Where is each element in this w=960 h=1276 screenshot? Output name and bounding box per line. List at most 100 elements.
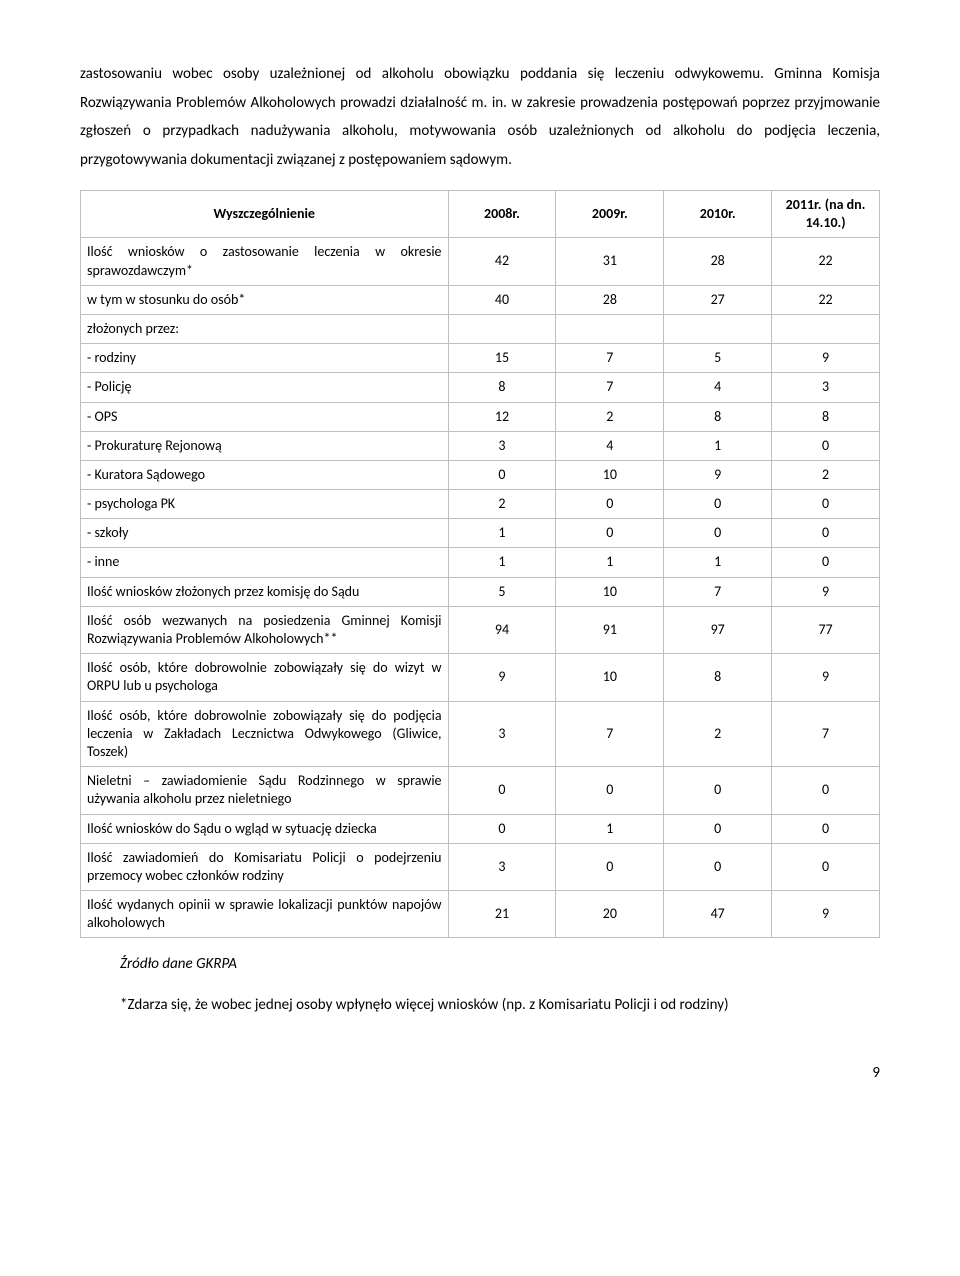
row-label: Ilość wniosków złożonych przez komisję d…: [81, 577, 449, 606]
row-label: Ilość osób, które dobrowolnie zobowiązał…: [81, 701, 449, 767]
row-value: 0: [556, 767, 664, 814]
row-value: 15: [448, 344, 556, 373]
row-label: złożonych przez:: [81, 314, 449, 343]
row-value: 3: [448, 701, 556, 767]
row-value: 47: [664, 891, 772, 938]
th-2011: 2011r. (na dn. 14.10.): [772, 191, 880, 238]
table-row: - Policję8743: [81, 373, 880, 402]
row-label: Ilość zawiadomień do Komisariatu Policji…: [81, 843, 449, 890]
row-label: - Policję: [81, 373, 449, 402]
row-value: 2: [664, 701, 772, 767]
row-label: - rodziny: [81, 344, 449, 373]
row-value: 0: [448, 767, 556, 814]
row-label: - psychologa PK: [81, 490, 449, 519]
row-value: 0: [556, 519, 664, 548]
row-value: 0: [772, 548, 880, 577]
table-row: Ilość wniosków złożonych przez komisję d…: [81, 577, 880, 606]
row-value: 40: [448, 285, 556, 314]
table-row: - Kuratora Sądowego01092: [81, 460, 880, 489]
row-label: Nieletni – zawiadomienie Sądu Rodzinnego…: [81, 767, 449, 814]
row-value: 10: [556, 654, 664, 701]
row-value: 0: [772, 843, 880, 890]
row-value: 3: [772, 373, 880, 402]
row-value: 91: [556, 606, 664, 653]
table-row: - OPS12288: [81, 402, 880, 431]
table-row: w tym w stosunku do osób*40282722: [81, 285, 880, 314]
row-value: [448, 314, 556, 343]
footnote: *Zdarza się, że wobec jednej osoby wpłyn…: [120, 991, 880, 1020]
row-value: 0: [664, 843, 772, 890]
row-value: 0: [448, 460, 556, 489]
row-value: 1: [664, 548, 772, 577]
row-value: 10: [556, 460, 664, 489]
row-value: 9: [772, 577, 880, 606]
row-value: 0: [772, 431, 880, 460]
row-label: Ilość wniosków o zastosowanie leczenia w…: [81, 238, 449, 285]
row-value: 9: [772, 344, 880, 373]
row-value: 22: [772, 285, 880, 314]
data-table: Wyszczególnienie 2008r. 2009r. 2010r. 20…: [80, 190, 880, 938]
row-value: 1: [664, 431, 772, 460]
row-value: 28: [556, 285, 664, 314]
table-row: Nieletni – zawiadomienie Sądu Rodzinnego…: [81, 767, 880, 814]
row-value: 27: [664, 285, 772, 314]
row-label: Ilość wydanych opinii w sprawie lokaliza…: [81, 891, 449, 938]
row-value: 9: [448, 654, 556, 701]
table-row: - psychologa PK2000: [81, 490, 880, 519]
row-value: 0: [448, 814, 556, 843]
row-value: 1: [556, 548, 664, 577]
table-row: Ilość wydanych opinii w sprawie lokaliza…: [81, 891, 880, 938]
table-row: Ilość osób, które dobrowolnie zobowiązał…: [81, 654, 880, 701]
row-value: 0: [664, 519, 772, 548]
row-value: 3: [448, 431, 556, 460]
row-value: 7: [556, 701, 664, 767]
row-value: 9: [664, 460, 772, 489]
table-row: - inne1110: [81, 548, 880, 577]
table-row: Ilość osób wezwanych na posiedzenia Gmin…: [81, 606, 880, 653]
row-value: 97: [664, 606, 772, 653]
row-value: 0: [664, 814, 772, 843]
row-value: 5: [448, 577, 556, 606]
row-value: 0: [772, 767, 880, 814]
row-value: 4: [664, 373, 772, 402]
row-label: Ilość wniosków do Sądu o wgląd w sytuacj…: [81, 814, 449, 843]
row-value: 7: [772, 701, 880, 767]
row-label: w tym w stosunku do osób*: [81, 285, 449, 314]
th-2009: 2009r.: [556, 191, 664, 238]
row-value: 8: [772, 402, 880, 431]
row-value: 22: [772, 238, 880, 285]
row-label: - Prokuraturę Rejonową: [81, 431, 449, 460]
row-label: - inne: [81, 548, 449, 577]
row-value: 8: [664, 654, 772, 701]
row-value: 0: [556, 490, 664, 519]
th-2010: 2010r.: [664, 191, 772, 238]
table-row: Ilość wniosków do Sądu o wgląd w sytuacj…: [81, 814, 880, 843]
th-2008: 2008r.: [448, 191, 556, 238]
row-value: 77: [772, 606, 880, 653]
row-value: 5: [664, 344, 772, 373]
row-label: Ilość osób, które dobrowolnie zobowiązał…: [81, 654, 449, 701]
row-value: 0: [772, 814, 880, 843]
row-value: 0: [664, 767, 772, 814]
row-value: [772, 314, 880, 343]
row-value: [556, 314, 664, 343]
row-value: 20: [556, 891, 664, 938]
row-label: - OPS: [81, 402, 449, 431]
table-row: - Prokuraturę Rejonową3410: [81, 431, 880, 460]
row-value: [664, 314, 772, 343]
row-value: 1: [556, 814, 664, 843]
table-row: Ilość zawiadomień do Komisariatu Policji…: [81, 843, 880, 890]
row-value: 1: [448, 519, 556, 548]
row-value: 28: [664, 238, 772, 285]
row-value: 9: [772, 654, 880, 701]
table-row: - szkoły1000: [81, 519, 880, 548]
table-row: Ilość wniosków o zastosowanie leczenia w…: [81, 238, 880, 285]
table-row: złożonych przez:: [81, 314, 880, 343]
table-row: - rodziny15759: [81, 344, 880, 373]
row-value: 7: [664, 577, 772, 606]
row-value: 8: [448, 373, 556, 402]
row-value: 2: [772, 460, 880, 489]
row-value: 9: [772, 891, 880, 938]
row-value: 2: [556, 402, 664, 431]
table-header-row: Wyszczególnienie 2008r. 2009r. 2010r. 20…: [81, 191, 880, 238]
